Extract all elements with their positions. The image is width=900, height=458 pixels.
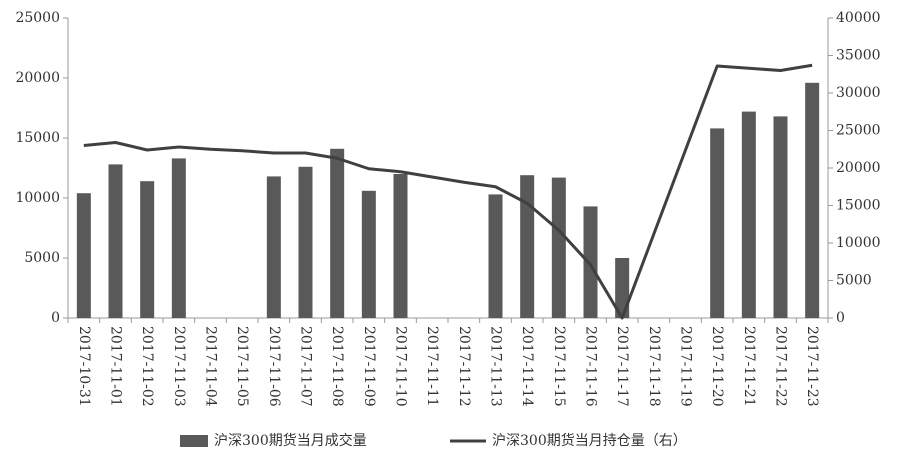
x-tick-label: 2017-10-31	[76, 326, 92, 407]
x-tick-label: 2017-11-06	[266, 326, 282, 407]
y-tick-label: 5000	[24, 250, 60, 266]
x-tick-label: 2017-11-07	[298, 326, 314, 407]
y2-tick-label: 0	[836, 310, 845, 326]
y2-tick-label: 10000	[836, 235, 881, 251]
bar	[805, 82, 820, 318]
y2-tick-label: 5000	[836, 273, 872, 289]
x-tick-label: 2017-11-23	[804, 326, 820, 407]
x-tick-label: 2017-11-10	[393, 326, 409, 407]
x-tick-label: 2017-11-17	[614, 326, 630, 407]
bar	[551, 177, 566, 318]
y2-tick-label: 25000	[836, 123, 881, 139]
x-tick-label: 2017-11-16	[583, 326, 599, 407]
bar	[330, 148, 345, 318]
bar	[298, 166, 313, 318]
x-tick-label: 2017-11-11	[424, 326, 440, 407]
y-tick-label: 20000	[15, 70, 60, 86]
x-tick-label: 2017-11-09	[361, 326, 377, 407]
bar	[76, 193, 91, 318]
y-tick-label: 15000	[15, 130, 60, 146]
y2-tick-label: 15000	[836, 198, 881, 214]
x-tick-label: 2017-11-15	[551, 326, 567, 407]
legend-label: 沪深300期货当月持仓量（右）	[492, 432, 687, 449]
bar	[583, 206, 598, 318]
bar	[710, 128, 725, 318]
x-tick-label: 2017-11-22	[773, 326, 789, 407]
line	[83, 63, 813, 320]
y2-tick-label: 35000	[836, 48, 881, 64]
x-tick-label: 2017-11-12	[456, 326, 472, 407]
bar	[393, 174, 408, 318]
bar	[361, 190, 376, 318]
y-tick-label: 25000	[15, 10, 60, 26]
x-tick-label: 2017-11-08	[329, 326, 345, 407]
bar	[488, 194, 503, 318]
legend-label: 沪深300期货当月成交量	[214, 432, 367, 449]
y2-tick-label: 30000	[836, 85, 881, 101]
x-tick-label: 2017-11-14	[519, 326, 535, 407]
y-tick-label: 0	[51, 310, 60, 326]
x-tick-label: 2017-11-21	[741, 326, 757, 407]
bar	[741, 111, 756, 318]
x-tick-label: 2017-11-01	[108, 326, 124, 407]
legend-swatch	[180, 435, 208, 447]
bar	[520, 175, 535, 318]
x-tick-label: 2017-11-03	[171, 326, 187, 407]
x-tick-label: 2017-11-18	[646, 326, 662, 407]
x-tick-label: 2017-11-13	[488, 326, 504, 407]
y-tick-label: 10000	[15, 190, 60, 206]
bar	[140, 181, 155, 318]
x-tick-label: 2017-11-05	[234, 326, 250, 407]
x-tick-label: 2017-11-02	[139, 326, 155, 407]
bar	[266, 176, 281, 318]
bar	[108, 164, 123, 318]
bar	[171, 158, 186, 318]
bar	[615, 258, 630, 318]
bar	[773, 116, 788, 319]
y2-tick-label: 40000	[836, 10, 881, 26]
x-tick-label: 2017-11-20	[709, 326, 725, 407]
x-tick-label: 2017-11-19	[678, 326, 694, 407]
y2-tick-label: 20000	[836, 160, 881, 176]
x-tick-label: 2017-11-04	[203, 326, 219, 407]
